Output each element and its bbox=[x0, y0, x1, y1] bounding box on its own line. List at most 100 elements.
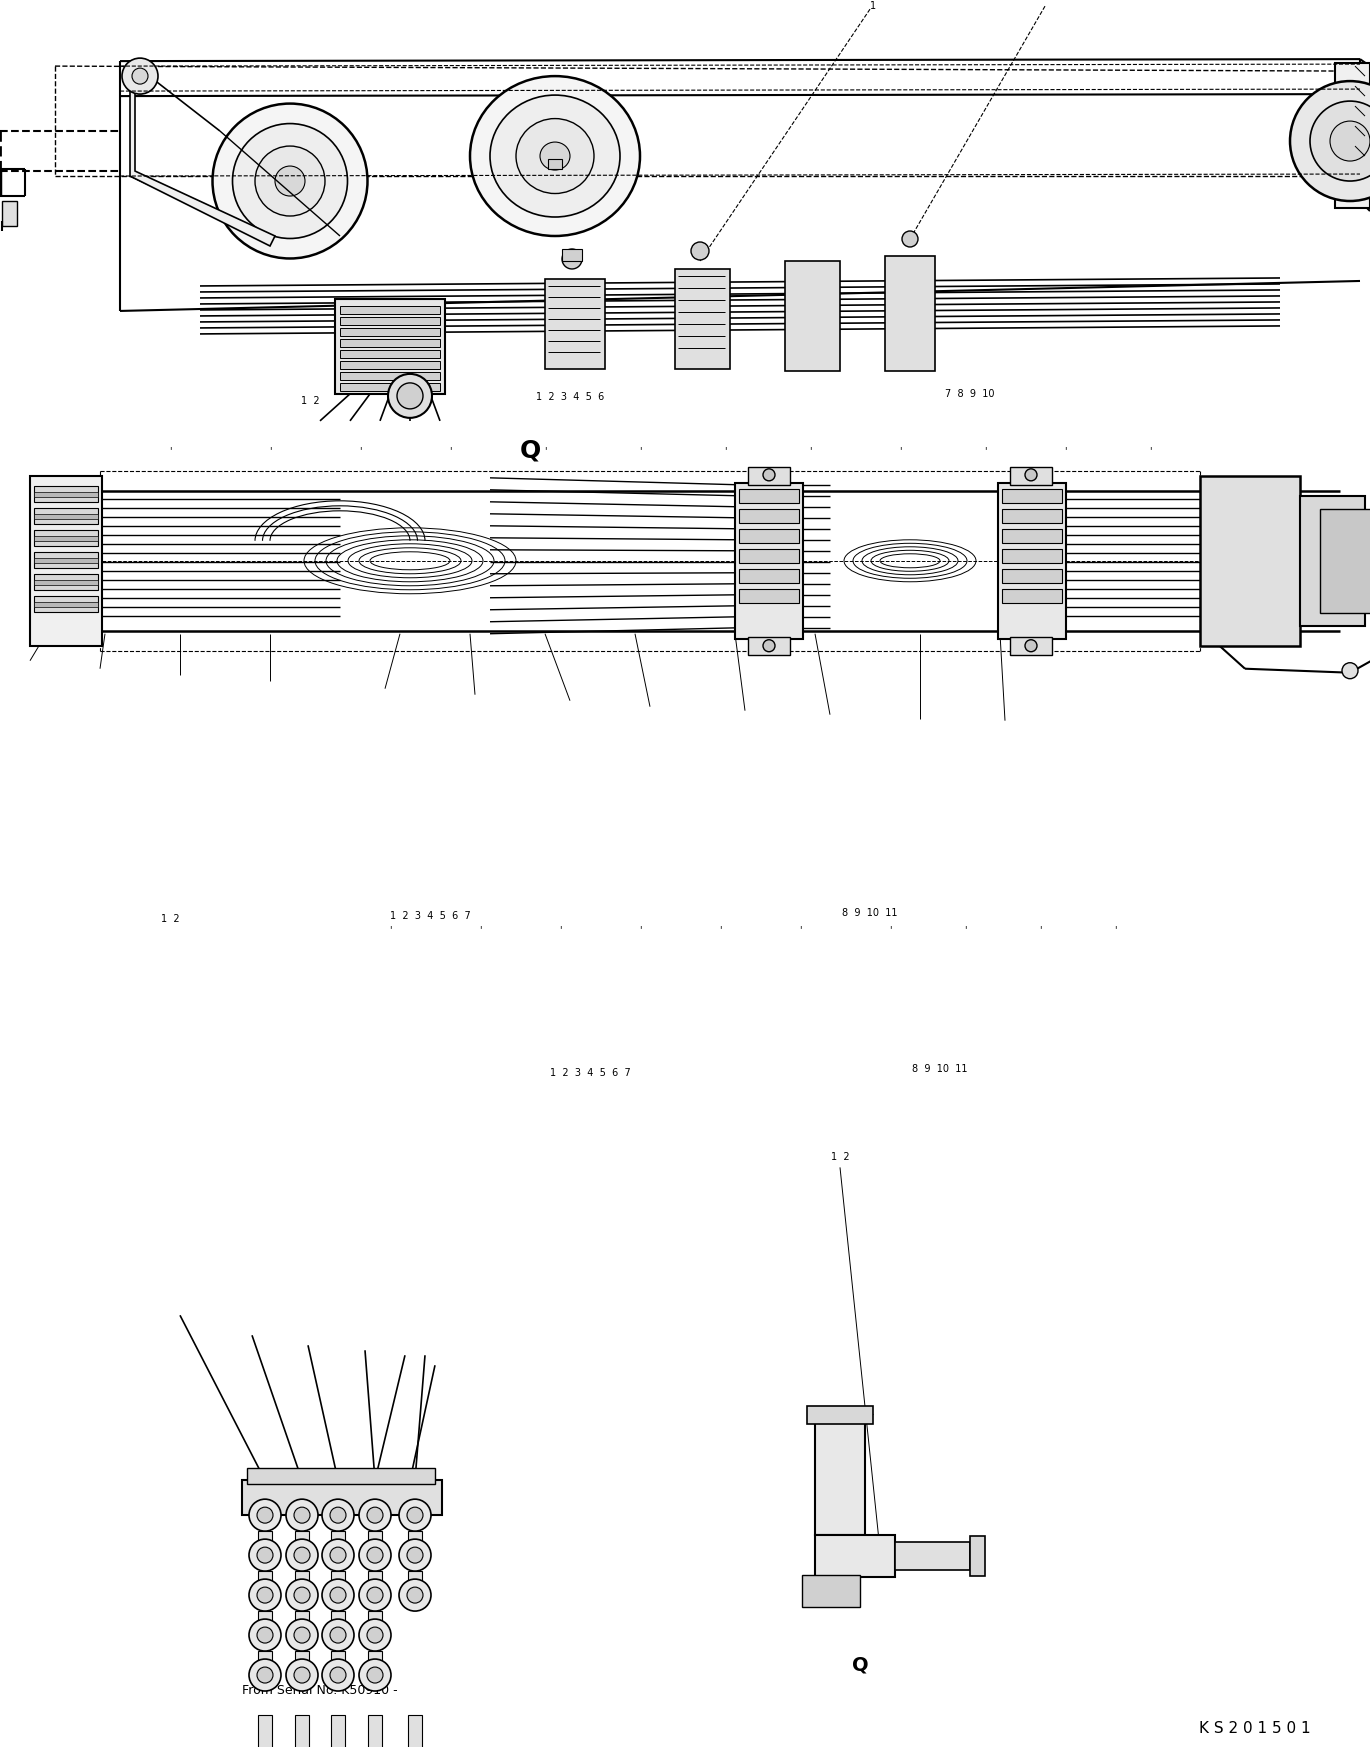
Bar bbox=[332, 1651, 345, 1674]
Circle shape bbox=[330, 1548, 347, 1564]
Text: ': ' bbox=[359, 445, 362, 456]
Bar bbox=[34, 557, 99, 563]
Ellipse shape bbox=[275, 166, 306, 196]
Circle shape bbox=[359, 1499, 390, 1530]
Text: ': ' bbox=[723, 445, 726, 456]
Circle shape bbox=[330, 1586, 347, 1604]
Text: ': ' bbox=[1063, 445, 1066, 456]
Bar bbox=[1001, 570, 1062, 583]
Ellipse shape bbox=[516, 119, 595, 194]
Text: 7  8  9  10: 7 8 9 10 bbox=[945, 390, 995, 398]
Bar bbox=[1200, 475, 1300, 646]
Bar bbox=[738, 508, 799, 522]
Text: K S 2 0 1 5 0 1: K S 2 0 1 5 0 1 bbox=[1199, 1721, 1311, 1735]
Bar bbox=[258, 1716, 273, 1747]
Circle shape bbox=[397, 383, 423, 409]
Text: 00: 00 bbox=[47, 590, 58, 601]
Bar bbox=[340, 306, 440, 314]
Circle shape bbox=[322, 1499, 353, 1530]
Circle shape bbox=[258, 1667, 273, 1682]
Text: ': ' bbox=[169, 445, 171, 456]
Circle shape bbox=[367, 1667, 384, 1682]
Bar bbox=[340, 372, 440, 379]
Bar bbox=[34, 601, 99, 606]
Bar bbox=[258, 1571, 273, 1593]
Bar bbox=[1001, 529, 1062, 543]
Circle shape bbox=[286, 1499, 318, 1530]
Bar bbox=[369, 1651, 382, 1674]
Text: Q: Q bbox=[852, 1656, 869, 1675]
Bar bbox=[332, 1716, 345, 1747]
Bar bbox=[295, 1716, 310, 1747]
Bar bbox=[340, 349, 440, 358]
Circle shape bbox=[399, 1579, 432, 1611]
Circle shape bbox=[1291, 80, 1370, 201]
Circle shape bbox=[901, 231, 918, 246]
Circle shape bbox=[367, 1548, 384, 1564]
Bar bbox=[785, 260, 840, 370]
Bar bbox=[332, 1530, 345, 1553]
Bar bbox=[408, 1716, 422, 1747]
Circle shape bbox=[562, 250, 582, 269]
Circle shape bbox=[122, 58, 158, 94]
Bar bbox=[1001, 508, 1062, 522]
Bar bbox=[34, 536, 99, 542]
Text: Q: Q bbox=[519, 438, 541, 463]
Bar bbox=[34, 552, 99, 568]
Bar bbox=[340, 362, 440, 369]
Text: ': ' bbox=[638, 926, 641, 936]
Bar bbox=[562, 250, 582, 260]
Bar bbox=[336, 299, 445, 393]
Text: 1: 1 bbox=[870, 2, 875, 10]
Circle shape bbox=[249, 1499, 281, 1530]
Circle shape bbox=[1343, 662, 1358, 678]
Text: 8  9  10  11: 8 9 10 11 bbox=[843, 907, 897, 917]
Circle shape bbox=[388, 374, 432, 418]
Bar bbox=[34, 529, 99, 545]
Circle shape bbox=[322, 1579, 353, 1611]
Bar bbox=[295, 1530, 310, 1553]
Bar bbox=[258, 1530, 273, 1553]
Bar bbox=[295, 1611, 310, 1633]
Circle shape bbox=[249, 1539, 281, 1571]
Ellipse shape bbox=[255, 147, 325, 217]
Bar bbox=[548, 159, 562, 169]
Bar bbox=[340, 339, 440, 348]
Circle shape bbox=[399, 1499, 432, 1530]
Bar bbox=[738, 549, 799, 563]
Bar bbox=[332, 1571, 345, 1593]
Text: 1  2: 1 2 bbox=[300, 397, 319, 405]
Bar bbox=[369, 1716, 382, 1747]
Bar bbox=[258, 1651, 273, 1674]
Circle shape bbox=[295, 1586, 310, 1604]
Bar bbox=[408, 1530, 422, 1553]
Circle shape bbox=[359, 1539, 390, 1571]
Text: ': ' bbox=[984, 445, 986, 456]
Circle shape bbox=[295, 1626, 310, 1644]
Circle shape bbox=[330, 1508, 347, 1523]
Bar bbox=[1010, 636, 1052, 655]
Circle shape bbox=[258, 1586, 273, 1604]
Circle shape bbox=[249, 1579, 281, 1611]
Bar bbox=[295, 1571, 310, 1593]
Circle shape bbox=[763, 639, 775, 652]
Bar bbox=[997, 482, 1066, 639]
Bar bbox=[1300, 496, 1365, 625]
Circle shape bbox=[359, 1619, 390, 1651]
Bar bbox=[408, 1571, 422, 1593]
Ellipse shape bbox=[490, 94, 621, 217]
Bar bbox=[242, 1480, 443, 1515]
Text: ': ' bbox=[1038, 926, 1041, 936]
Circle shape bbox=[295, 1548, 310, 1564]
Text: 1  2  3  4  5  6  7: 1 2 3 4 5 6 7 bbox=[549, 1069, 630, 1078]
Ellipse shape bbox=[540, 142, 570, 169]
Text: ': ' bbox=[808, 445, 811, 456]
Text: 1  2: 1 2 bbox=[830, 1153, 849, 1162]
Circle shape bbox=[286, 1579, 318, 1611]
Ellipse shape bbox=[470, 77, 640, 236]
Text: ': ' bbox=[269, 445, 271, 456]
Bar bbox=[1334, 63, 1370, 208]
Bar bbox=[738, 489, 799, 503]
Circle shape bbox=[286, 1660, 318, 1691]
Bar bbox=[895, 1543, 970, 1571]
